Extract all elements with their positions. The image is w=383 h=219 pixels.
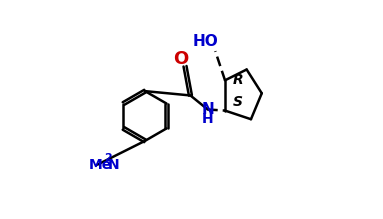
Text: N: N: [201, 102, 214, 117]
Text: HO: HO: [193, 34, 218, 49]
Text: N: N: [108, 158, 119, 172]
Text: H: H: [202, 112, 214, 126]
Text: 2: 2: [104, 153, 112, 163]
Text: S: S: [232, 95, 242, 109]
Text: Me: Me: [89, 158, 112, 172]
Text: R: R: [232, 73, 243, 87]
Text: O: O: [173, 50, 188, 68]
